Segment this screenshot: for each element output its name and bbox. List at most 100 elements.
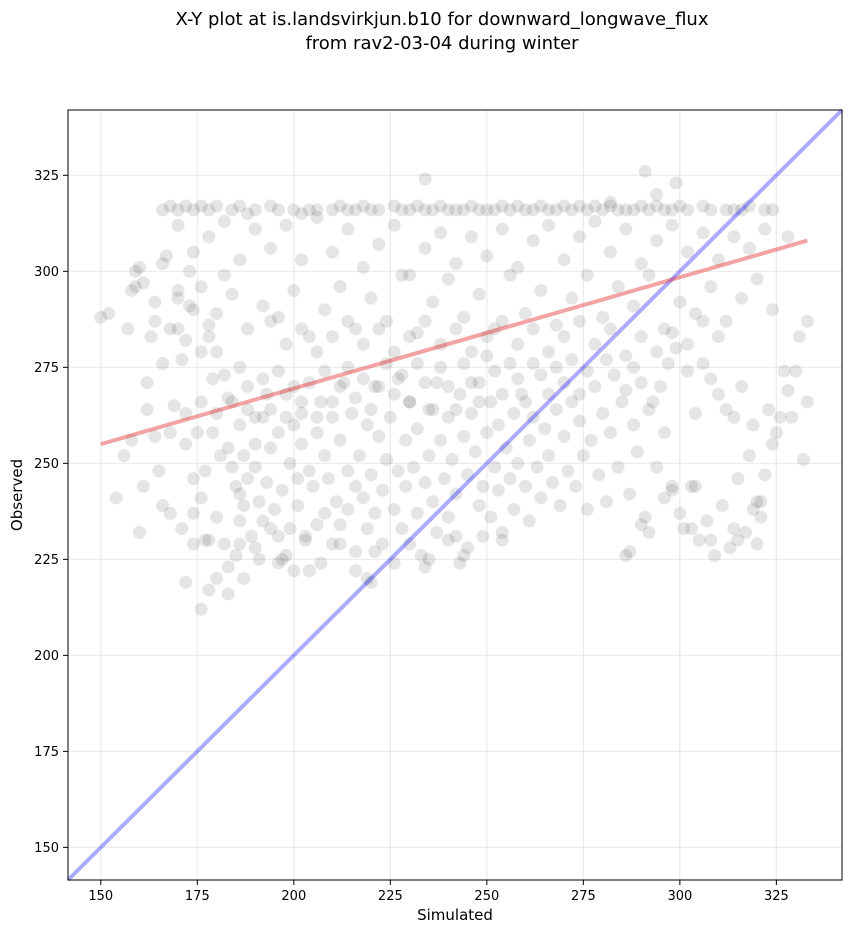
data-point: [298, 529, 312, 543]
data-point: [750, 537, 764, 551]
data-point: [140, 403, 154, 417]
data-point: [600, 353, 614, 367]
data-point: [152, 464, 166, 478]
data-point: [233, 253, 247, 267]
data-point: [769, 426, 783, 440]
data-point: [449, 322, 463, 336]
data-point: [800, 395, 814, 409]
data-point: [723, 541, 737, 555]
data-point: [461, 541, 475, 555]
plot-frame: [67, 109, 843, 881]
data-point: [584, 433, 598, 447]
data-point: [534, 199, 548, 213]
data-point: [109, 491, 123, 505]
data-point: [279, 410, 293, 424]
x-tick-label: 225: [378, 889, 403, 904]
data-point: [391, 464, 405, 478]
data-point: [449, 487, 463, 501]
data-point: [495, 387, 509, 401]
data-point: [387, 345, 401, 359]
data-point: [696, 356, 710, 370]
data-point: [387, 218, 401, 232]
data-point: [310, 211, 324, 225]
data-point: [241, 380, 255, 394]
data-point: [333, 537, 347, 551]
data-point: [364, 203, 378, 217]
data-point: [499, 441, 513, 455]
data-point: [476, 479, 490, 493]
data-point: [156, 499, 170, 513]
data-point: [665, 483, 679, 497]
y-tick-label: 250: [34, 457, 59, 472]
data-point: [418, 241, 432, 255]
data-point: [233, 537, 247, 551]
data-point: [518, 307, 532, 321]
data-point: [800, 314, 814, 328]
data-point: [434, 433, 448, 447]
data-point: [526, 234, 540, 248]
data-point: [793, 330, 807, 344]
data-point: [638, 164, 652, 178]
data-point: [102, 307, 116, 321]
data-point: [545, 476, 559, 490]
data-point: [619, 222, 633, 236]
data-point: [437, 472, 451, 486]
data-point: [650, 460, 664, 474]
data-point: [233, 418, 247, 432]
data-point: [287, 380, 301, 394]
data-point: [318, 506, 332, 520]
data-point: [117, 449, 131, 463]
data-point: [395, 368, 409, 382]
data-point: [766, 203, 780, 217]
data-point: [221, 391, 235, 405]
data-point: [457, 356, 471, 370]
data-point: [264, 241, 278, 255]
data-point: [572, 230, 586, 244]
data-point: [306, 479, 320, 493]
data-point: [360, 418, 374, 432]
data-point: [279, 387, 293, 401]
data-point: [333, 280, 347, 294]
data-point: [511, 456, 525, 470]
data-point: [210, 406, 224, 420]
data-point: [225, 395, 239, 409]
data-point: [360, 572, 374, 586]
data-point: [264, 403, 278, 417]
data-point: [611, 280, 625, 294]
data-point: [318, 364, 332, 378]
data-point: [549, 203, 563, 217]
data-point: [634, 257, 648, 271]
data-point: [410, 422, 424, 436]
data-point: [329, 495, 343, 509]
x-tick-label: 250: [474, 889, 499, 904]
data-point: [542, 218, 556, 232]
data-point: [183, 299, 197, 313]
data-point: [148, 314, 162, 328]
data-point: [542, 345, 556, 359]
chart-subtitle: from rav2-03-04 during winter: [305, 33, 579, 54]
data-point: [515, 387, 529, 401]
data-point: [310, 203, 324, 217]
data-point: [657, 426, 671, 440]
data-point: [495, 525, 509, 539]
data-point: [345, 406, 359, 420]
data-point: [503, 356, 517, 370]
data-point: [565, 203, 579, 217]
data-point: [275, 552, 289, 566]
data-point: [715, 499, 729, 513]
data-point: [190, 426, 204, 440]
data-point: [372, 429, 386, 443]
data-point: [179, 199, 193, 213]
data-point: [287, 564, 301, 578]
data-point: [746, 418, 760, 432]
data-point: [179, 406, 193, 420]
data-point: [356, 337, 370, 351]
data-point: [696, 226, 710, 240]
data-point: [603, 322, 617, 336]
data-point: [557, 199, 571, 213]
data-point: [237, 572, 251, 586]
y-tick-label: 300: [34, 265, 59, 280]
data-point: [426, 403, 440, 417]
data-point: [572, 199, 586, 213]
data-point: [503, 268, 517, 282]
